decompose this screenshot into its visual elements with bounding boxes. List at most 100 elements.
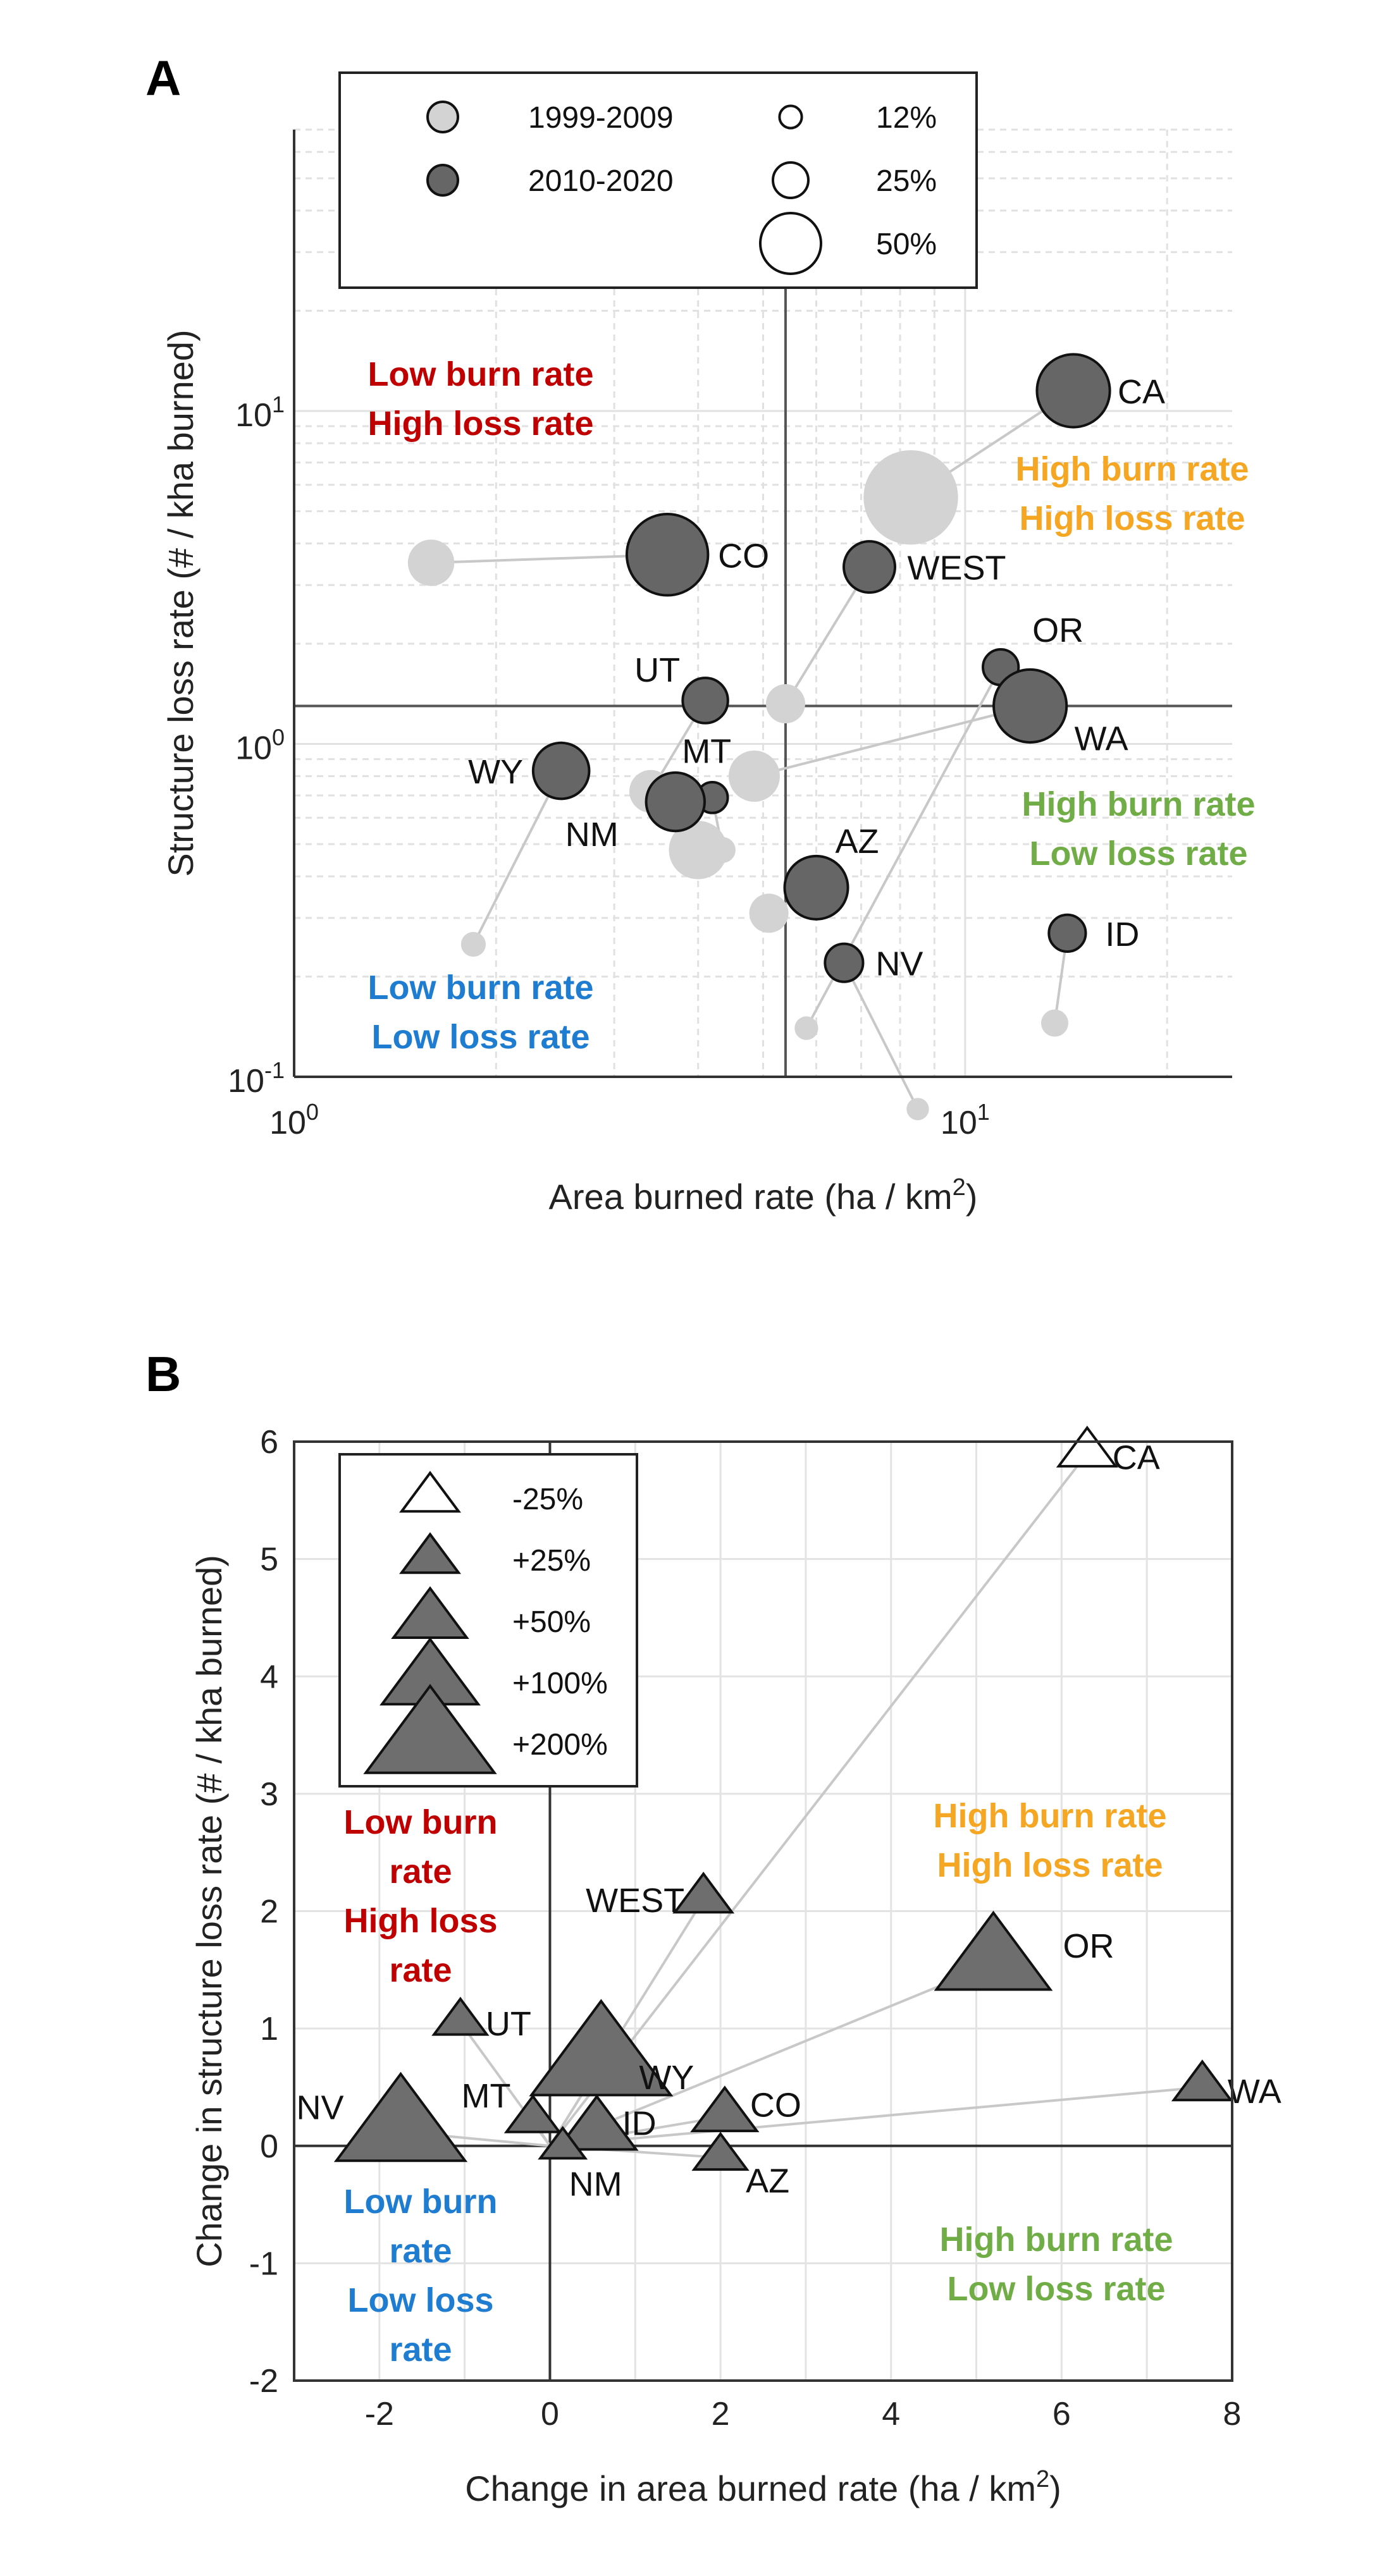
point-co [690, 2085, 760, 2133]
point-nv [333, 2071, 468, 2162]
point-2010-2020-ut [681, 677, 729, 725]
panel-b-y-axis-label: Change in structure loss rate (# / kha b… [189, 1555, 229, 2267]
legend-swatch [399, 1471, 461, 1513]
quadrant-label: High loss [343, 1902, 497, 1940]
point-wy [529, 1999, 674, 2097]
x-tick-label-base: 10 [269, 1105, 306, 1141]
panel-b: B CA WEST OR UT WY WA CO MT ID NV NM AZ -2 0 2 4 6 8 -2 -1… [145, 1346, 1281, 2508]
point-2010-2020-wy [531, 741, 591, 800]
point-1999-2009-west [765, 684, 805, 723]
quadrant-label: High loss rate [367, 405, 593, 443]
point-label-wy: WY [639, 2059, 694, 2097]
x-axis-label-main: Change in area burned rate (ha / km [465, 2469, 1036, 2508]
point-label-west: WEST [907, 549, 1006, 587]
panel-a-quadrant-labels: Low burn rate High loss rate High burn rat… [367, 355, 1255, 1056]
y-tick-label: 0 [260, 2128, 278, 2165]
point-az [691, 2131, 750, 2171]
x-tick-label-base: 10 [941, 1105, 977, 1141]
point-west [672, 1872, 735, 1914]
x-tick-label: 101 [941, 1099, 990, 1141]
panel-b-points [333, 1425, 1233, 2171]
y-tick-label: 101 [235, 391, 285, 434]
x-axis-label-superscript: 2 [953, 1174, 966, 1201]
quadrant-label: Low burn rate [367, 969, 593, 1007]
legend-box [338, 1453, 638, 1788]
quadrant-label: High loss rate [937, 1846, 1163, 1884]
panel-b-legend: -25% +25% +50% +100% +200% [338, 1453, 638, 1788]
point-1999-2009-id [1041, 1009, 1069, 1037]
panel-a-x-axis-label: Area burned rate (ha / km2) [549, 1174, 978, 1217]
point-id [555, 2094, 639, 2151]
legend-label: -25% [512, 1483, 583, 1516]
quadrant-label: Low loss rate [371, 1018, 590, 1056]
panel-a-axes [293, 130, 1232, 1078]
x-tick-label: 100 [269, 1099, 319, 1141]
connector-wa [550, 2085, 1202, 2147]
quadrant-label: Low burn rate [367, 355, 593, 393]
point-1999-2009-nv [906, 1098, 929, 1120]
quadrant-label: Low burn [344, 2183, 498, 2221]
point-label-ut: UT [634, 651, 680, 689]
y-tick-label: -2 [249, 2363, 278, 2400]
point-label-or: OR [1063, 1927, 1114, 1965]
legend-label-2010-2020: 2010-2020 [528, 164, 674, 198]
point-label-co: CO [718, 537, 769, 575]
point-2010-2020-az [783, 854, 849, 921]
legend-label: +200% [512, 1728, 608, 1762]
legend-swatch-1999-2009 [426, 101, 459, 133]
y-tick-label-base: 10 [228, 1063, 264, 1100]
x-tick-label: -2 [365, 2396, 394, 2432]
quadrant-label: Low loss rate [1029, 835, 1247, 873]
point-ca [1056, 1425, 1118, 1468]
point-label-wy: WY [468, 753, 523, 791]
y-tick-label-base: 10 [235, 397, 272, 434]
panel-b-letter: B [145, 1346, 181, 1402]
x-axis-label-end: ) [1049, 2469, 1061, 2508]
quadrant-label: rate [389, 1951, 452, 1989]
panel-b-axes [293, 1440, 1233, 2382]
point-label-wa: WA [1228, 2073, 1281, 2111]
x-axis-label-main: Area burned rate (ha / km [549, 1177, 953, 1217]
point-1999-2009-or [794, 1016, 818, 1040]
point-label-mt: MT [682, 732, 731, 770]
point-mt [503, 2094, 562, 2133]
point-label-az: AZ [835, 823, 879, 861]
point-label-nm: NM [569, 2165, 622, 2203]
quadrant-label: High burn rate [939, 2221, 1173, 2259]
legend-swatch [399, 1532, 461, 1574]
legend-label: +25% [512, 1544, 591, 1578]
quadrant-label: High loss rate [1019, 500, 1245, 537]
point-2010-2020-west [842, 540, 896, 594]
point-label-wa: WA [1075, 720, 1128, 757]
legend-size-swatch [759, 212, 822, 275]
quadrant-label: rate [389, 1853, 452, 1891]
point-label-ca: CA [1113, 1439, 1160, 1477]
x-tick-label: 6 [1053, 2396, 1071, 2432]
point-1999-2009-ca [863, 450, 958, 545]
panel-a-letter: A [145, 50, 181, 106]
y-tick-label: 6 [260, 1424, 278, 1461]
legend-size-label: 12% [876, 101, 937, 135]
point-2010-2020-ca [1035, 353, 1111, 429]
x-tick-label: 2 [712, 2396, 730, 2432]
y-tick-label: 10-1 [228, 1057, 285, 1100]
point-label-ca: CA [1118, 373, 1165, 411]
y-tick-label-base: 10 [235, 730, 272, 766]
point-label-or: OR [1032, 611, 1083, 649]
quadrant-label: Low loss [347, 2281, 493, 2319]
quadrant-label: High burn rate [933, 1797, 1166, 1835]
point-label-ut: UT [486, 2005, 531, 2043]
connector-wy [472, 770, 562, 945]
y-tick-label: 3 [260, 1776, 278, 1813]
legend-swatch-2010-2020 [426, 164, 459, 197]
point-wa [1171, 2059, 1233, 2102]
legend-size-swatch [772, 161, 810, 199]
point-2010-2020-wa [992, 668, 1068, 744]
legend-swatch [363, 1684, 497, 1774]
point-label-mt: MT [462, 2077, 511, 2115]
legend-size-label: 25% [876, 164, 937, 198]
x-tick-label: 0 [541, 2396, 559, 2432]
